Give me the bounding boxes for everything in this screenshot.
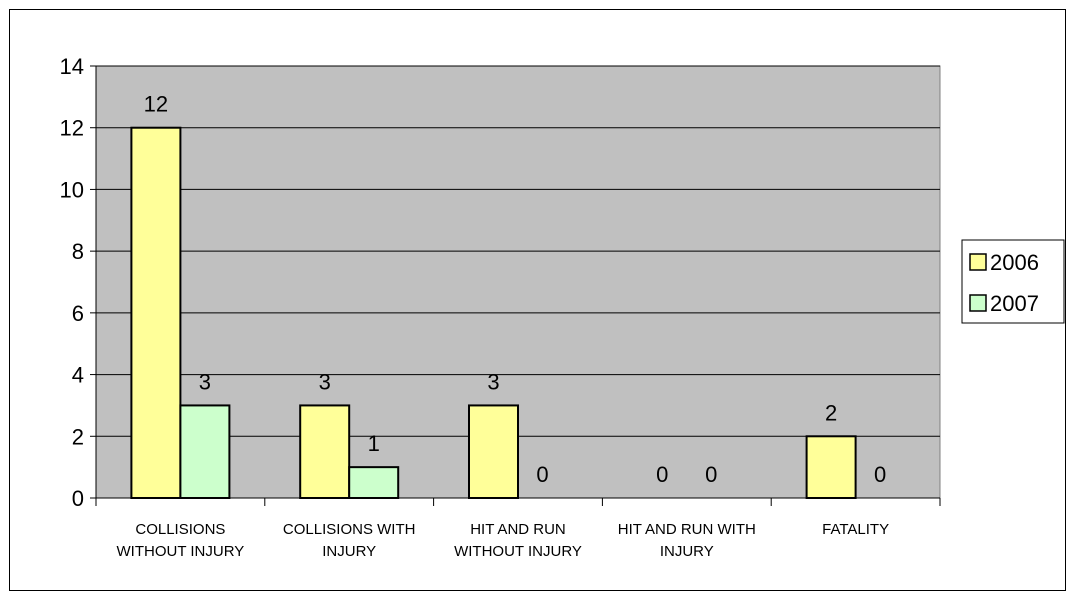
- gridlines: [96, 65, 940, 437]
- category-label: HIT AND RUN WITHOUT INJURY: [454, 521, 582, 560]
- bar-2006: [805, 435, 857, 499]
- bar-2007: [179, 404, 231, 499]
- data-label: 12: [144, 92, 168, 117]
- legend-swatch-2006: [969, 253, 987, 271]
- legend: 2006 2007: [961, 239, 1065, 324]
- bar-2007: [348, 466, 400, 499]
- data-label: 0: [656, 462, 668, 487]
- y-tick-label: 0: [72, 486, 84, 511]
- data-label: 3: [199, 369, 211, 394]
- data-label: 0: [874, 462, 886, 487]
- bar-2006: [468, 404, 519, 499]
- category-label: COLLISIONS WITHOUT INJURY: [117, 521, 245, 560]
- category-label: HIT AND RUN WITH INJURY: [618, 521, 756, 560]
- y-tick-label: 6: [72, 301, 84, 326]
- data-labels: 12 3 3 1 3 0 0 0 2 0: [144, 92, 887, 487]
- data-label: 0: [536, 462, 548, 487]
- legend-label-2006: 2006: [990, 250, 1039, 275]
- y-tick-labels: 0 2 4 6 8 10 12 14: [60, 54, 84, 511]
- y-tick-label: 14: [60, 54, 84, 79]
- legend-label-2007: 2007: [990, 291, 1039, 316]
- legend-swatch-2007: [969, 294, 987, 312]
- bars: [130, 126, 857, 499]
- y-tick-label: 10: [60, 177, 84, 202]
- y-tick-label: 4: [72, 363, 84, 388]
- data-label: 3: [319, 369, 331, 394]
- bar-2006: [299, 404, 351, 499]
- data-label: 0: [705, 462, 717, 487]
- category-label: FATALITY: [822, 521, 889, 538]
- y-tick-label: 12: [60, 116, 84, 141]
- data-label: 3: [487, 369, 499, 394]
- category-label: COLLISIONS WITH INJURY: [283, 521, 416, 560]
- data-label: 2: [825, 400, 837, 425]
- category-labels: COLLISIONS WITHOUT INJURY COLLISIONS WITH I…: [117, 521, 890, 560]
- y-tick-label: 2: [72, 424, 84, 449]
- data-label: 1: [368, 431, 380, 456]
- y-tick-label: 8: [72, 239, 84, 264]
- bar-2006: [130, 126, 182, 499]
